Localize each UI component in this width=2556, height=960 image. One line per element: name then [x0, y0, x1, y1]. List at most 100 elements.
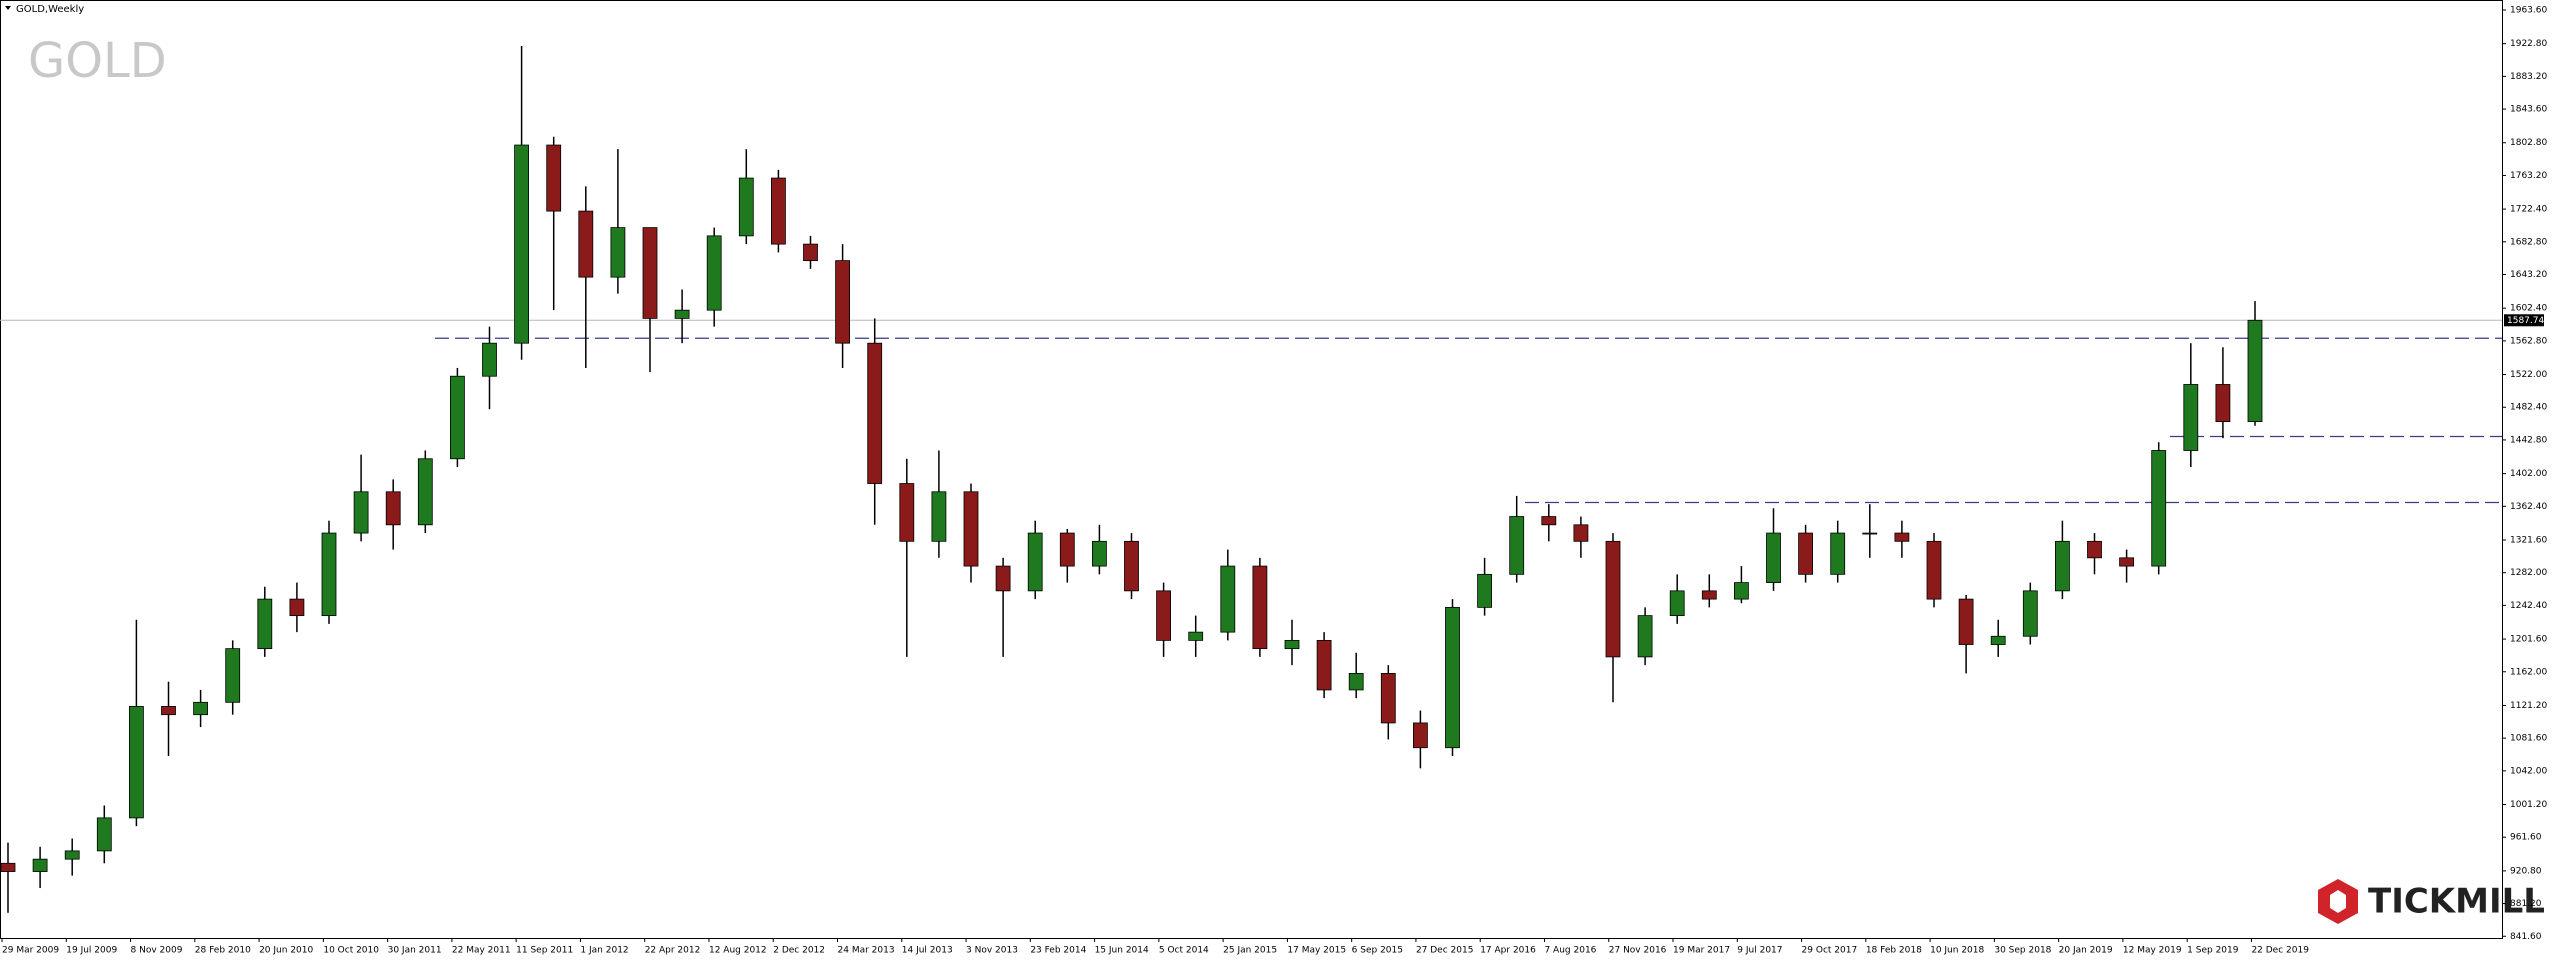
y-tick-label: 1402.00 [2510, 469, 2547, 479]
y-tick-label: 1362.40 [2510, 502, 2547, 512]
x-tick-label: 20 Jun 2010 [259, 946, 313, 956]
candle-body [2247, 319, 2263, 423]
candle-body [128, 706, 144, 819]
candle-body [578, 210, 594, 278]
candle-body [771, 177, 786, 245]
candle-body [1926, 540, 1942, 600]
y-tick-label: 1001.20 [2510, 800, 2547, 810]
candle-body [0, 862, 16, 872]
x-tick-label: 28 Feb 2010 [195, 946, 251, 956]
x-tick-label: 9 Jul 2017 [1737, 946, 1782, 956]
y-tick-label: 1081.60 [2510, 734, 2547, 744]
x-tick-label: 30 Jan 2011 [388, 946, 442, 956]
x-tick-label: 23 Feb 2014 [1030, 946, 1086, 956]
candle-body [225, 648, 241, 703]
candle-body [1637, 615, 1653, 658]
x-tick-label: 1 Sep 2019 [2187, 946, 2239, 956]
brand: TICKMILL [2368, 882, 2545, 922]
x-tick-label: 25 Jan 2015 [1223, 946, 1277, 956]
candle-body [931, 491, 947, 542]
brand-logo [2318, 879, 2358, 924]
candle-body [161, 706, 176, 716]
candle-body [514, 144, 529, 344]
x-tick-label: 19 Mar 2017 [1673, 946, 1730, 956]
y-tick-label: 1643.20 [2510, 270, 2547, 280]
candle-body [995, 565, 1011, 592]
last-price-box [2504, 314, 2544, 327]
y-tick-label: 1042.00 [2510, 766, 2547, 776]
candle-body [2022, 590, 2038, 637]
x-tick-label: 7 Aug 2016 [1544, 946, 1596, 956]
x-tick-label: 10 Oct 2010 [323, 946, 379, 956]
watermark: GOLD [28, 33, 167, 89]
candle-body [1092, 540, 1107, 567]
candle-body [193, 701, 209, 716]
candle-body [1958, 598, 1974, 645]
plot-frame [0, 0, 2503, 939]
candle-body [1348, 673, 1364, 691]
y-tick-label: 1121.20 [2510, 701, 2547, 711]
candle-body [1669, 590, 1685, 617]
candle-body [449, 375, 465, 460]
y-tick-label: 1242.40 [2510, 601, 2547, 611]
y-tick-label: 1522.00 [2510, 370, 2547, 380]
x-tick-label: 20 Jan 2019 [2059, 946, 2113, 956]
x-tick-label: 5 Oct 2014 [1159, 946, 1209, 956]
candle-body [2151, 450, 2167, 567]
y-tick-label: 1763.20 [2510, 171, 2547, 181]
candle-body [2087, 540, 2102, 559]
y-tick-label: 881.20 [2510, 899, 2542, 909]
candle-body [1220, 565, 1236, 633]
candle-body [642, 227, 658, 319]
chart-title: GOLD,Weekly [16, 4, 84, 15]
x-tick-label: 24 Mar 2013 [838, 946, 895, 956]
candle-body [482, 342, 497, 377]
candle-body [32, 858, 48, 872]
candle-body [546, 144, 562, 212]
candle-body [1413, 722, 1428, 749]
candle-body [1894, 532, 1910, 542]
x-tick-label: 27 Dec 2015 [1416, 946, 1474, 956]
candle-body [1188, 631, 1204, 641]
y-tick-label: 920.80 [2510, 866, 2542, 876]
candle-body [2119, 557, 2135, 567]
y-tick-label: 1922.80 [2510, 39, 2547, 49]
candle-body [899, 483, 915, 542]
y-tick-label: 1883.20 [2510, 72, 2547, 82]
candle-body [835, 260, 850, 344]
candle-body [1701, 590, 1717, 600]
y-tick-label: 1282.00 [2510, 568, 2547, 578]
candle-body [1124, 540, 1139, 592]
candle-body [1027, 532, 1043, 592]
candle-body [867, 342, 883, 484]
x-tick-label: 22 Dec 2019 [2251, 946, 2309, 956]
candle-body [738, 177, 754, 237]
x-tick-label: 29 Mar 2009 [2, 946, 59, 956]
candle-body [385, 491, 401, 526]
candle-body [1830, 532, 1846, 575]
x-tick-label: 14 Jul 2013 [902, 946, 953, 956]
y-tick-label: 1201.60 [2510, 635, 2547, 645]
last-price-label: 1587.74 [2507, 316, 2544, 326]
candle-body [1734, 582, 1749, 600]
logo-icon-inner [2330, 890, 2346, 913]
x-tick-label: 18 Feb 2018 [1866, 946, 1922, 956]
candle-body [289, 598, 305, 617]
candle-body [1477, 573, 1492, 608]
y-tick-label: 1802.80 [2510, 138, 2547, 148]
candle-body [1766, 532, 1781, 583]
y-tick-label: 1722.40 [2510, 205, 2547, 215]
x-tick-label: 19 Jul 2009 [66, 946, 117, 956]
candle-body [1862, 532, 1878, 535]
y-tick-label: 1162.00 [2510, 667, 2547, 677]
y-tick-label: 1562.80 [2510, 336, 2547, 346]
x-tick-label: 22 May 2011 [452, 946, 511, 956]
y-tick-label: 1682.80 [2510, 237, 2547, 247]
candle-body [610, 227, 626, 278]
candle-body [2054, 540, 2070, 592]
candle-body [1573, 524, 1589, 542]
x-tick-label: 2 Dec 2012 [773, 946, 825, 956]
candle-body [1252, 565, 1268, 650]
